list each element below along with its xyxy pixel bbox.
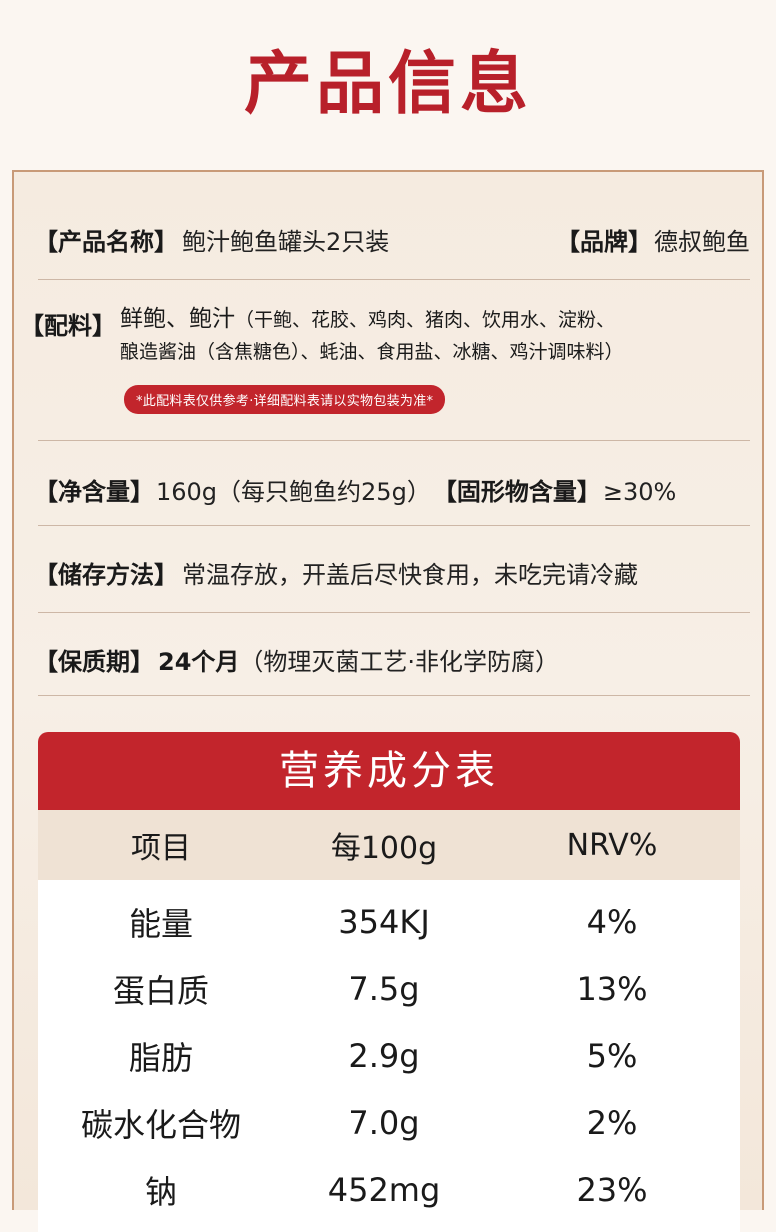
nutrient-nrv: 2%	[586, 1103, 638, 1142]
column-header-per-100g: 每100g	[330, 831, 438, 866]
table-row: 脂肪 2.9g 5%	[38, 1022, 740, 1089]
nutrient-nrv: 5%	[586, 1036, 638, 1075]
nutrient-nrv: 13%	[576, 969, 648, 1008]
nutrition-table: 营养成分表 项目 每100g NRV% 能量 354KJ 4% 蛋白质 7.5g…	[38, 732, 740, 1232]
storage-value: 常温存放，开盖后尽快食用，未吃完请冷藏	[182, 561, 638, 589]
column-header-item: 项目	[131, 831, 191, 866]
nutrient-name: 脂肪	[128, 1038, 193, 1077]
page-title: 产品信息	[243, 45, 532, 124]
product-info-card: 【产品名称】 鲍汁鲍鱼罐头2只装 【品牌】 德叔鲍鱼 【配料】 鲜鲍、鲍汁（干鲍…	[12, 170, 764, 1232]
divider	[38, 440, 750, 441]
solid-content-value: ≥30%	[602, 478, 677, 506]
shelf-life-note: （物理灭菌工艺·非化学防腐）	[239, 648, 560, 676]
storage-key: 【储存方法】	[34, 561, 178, 589]
nutrient-nrv: 23%	[576, 1170, 648, 1209]
product-name-key: 【产品名称】	[34, 228, 178, 256]
divider	[38, 525, 750, 526]
ingredients-key: 【配料】	[20, 312, 116, 340]
product-name-value: 鲍汁鲍鱼罐头2只装	[182, 228, 390, 256]
shelf-life-duration: 24个月	[158, 648, 240, 676]
solid-content-key: 【固形物含量】	[432, 478, 601, 506]
table-row: 能量 354KJ 4%	[38, 888, 740, 955]
storage-row: 【储存方法】 常温存放，开盖后尽快食用，未吃完请冷藏	[34, 555, 750, 590]
nutrient-amount: 7.0g	[348, 1103, 420, 1142]
divider	[38, 695, 750, 696]
divider	[38, 612, 750, 613]
nutrient-name: 钠	[144, 1172, 177, 1211]
nutrient-nrv: 4%	[586, 902, 638, 941]
nutrition-header-row: 项目 每100g NRV%	[38, 810, 740, 880]
table-row: 蛋白质 7.5g 13%	[38, 955, 740, 1022]
brand-key: 【品牌】	[556, 228, 652, 256]
nutrient-amount: 7.5g	[348, 969, 420, 1008]
table-row: 钠 452mg 23%	[38, 1156, 740, 1223]
nutrient-name: 蛋白质	[112, 971, 209, 1010]
nutrient-name: 碳水化合物	[80, 1105, 241, 1144]
ingredients-line2: 酿造酱油（含焦糖色）、蚝油、食用盐、冰糖、鸡汁调味料）	[120, 341, 624, 363]
nutrient-amount: 2.9g	[348, 1036, 420, 1075]
net-content-key: 【净含量】	[34, 478, 154, 506]
table-row: 碳水化合物 7.0g 2%	[38, 1089, 740, 1156]
ingredients-row: 【配料】 鲜鲍、鲍汁（干鲍、花胶、鸡肉、猪肉、饮用水、淀粉、 酿造酱油（含焦糖色…	[20, 306, 710, 368]
nutrient-name: 能量	[128, 904, 193, 943]
product-name-row: 【产品名称】 鲍汁鲍鱼罐头2只装 【品牌】 德叔鲍鱼	[34, 222, 750, 257]
shelf-life-row: 【保质期】 24个月 （物理灭菌工艺·非化学防腐）	[34, 642, 750, 677]
net-content-value: 160g（每只鲍鱼约25g）	[156, 478, 431, 506]
divider	[38, 279, 750, 280]
ingredients-main: 鲜鲍、鲍汁	[120, 306, 235, 332]
shelf-life-key: 【保质期】	[34, 648, 154, 676]
column-header-nrv: NRV%	[566, 827, 658, 863]
brand-value: 德叔鲍鱼	[654, 228, 750, 256]
net-content-row: 【净含量】 160g（每只鲍鱼约25g） 【固形物含量】 ≥30%	[34, 472, 750, 507]
nutrient-amount: 354KJ	[338, 902, 430, 941]
nutrient-amount: 452mg	[327, 1170, 441, 1209]
nutrition-table-title: 营养成分表	[38, 732, 740, 810]
ingredients-line1: （干鲍、花胶、鸡肉、猪肉、饮用水、淀粉、	[235, 309, 616, 331]
ingredients-notice-badge: *此配料表仅供参考·详细配料表请以实物包装为准*	[124, 385, 446, 414]
